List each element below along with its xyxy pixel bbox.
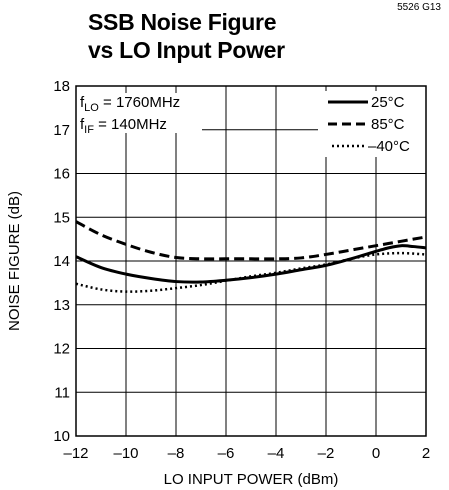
legend-label-minus40c: –40°C <box>368 138 410 155</box>
y-tick-label: 10 <box>53 428 70 445</box>
x-tick-label: 2 <box>422 445 430 462</box>
series-layer <box>75 220 427 293</box>
y-tick-label: 15 <box>53 209 70 226</box>
annotation-flo-base: f <box>80 94 85 111</box>
series-line-25c <box>75 244 427 284</box>
annotation-fif: fIF = 140MHz <box>80 116 167 136</box>
y-tick-label: 18 <box>53 78 70 95</box>
annotation-fif-value: = 140MHz <box>94 116 167 133</box>
y-tick-label: 11 <box>54 384 70 401</box>
y-tick-label: 13 <box>53 297 70 314</box>
y-tick-label: 17 <box>53 122 70 139</box>
y-axis-label: NOISE FIGURE (dB) <box>6 191 23 331</box>
series-line-minus40c <box>75 251 427 293</box>
chart-title-line-1: SSB Noise Figure <box>88 9 277 35</box>
plot-frame <box>75 85 427 437</box>
annotation-fif-sub: IF <box>84 124 94 136</box>
legend-label-85c: 85°C <box>371 116 405 133</box>
x-tick-label: –12 <box>63 445 88 462</box>
x-tick-label: –6 <box>218 445 235 462</box>
tick-labels: –12 –10 –8 –6 –4 –2 0 2 10 11 12 13 14 15 16 17 18 <box>53 78 430 462</box>
y-tick-label: 12 <box>53 341 70 358</box>
annotation-background <box>76 93 202 133</box>
x-tick-label: –10 <box>113 445 138 462</box>
x-tick-label: –4 <box>268 445 285 462</box>
annotation-flo: fLO = 1760MHz <box>80 94 180 114</box>
annotation-fif-base: f <box>80 116 85 133</box>
y-tick-label: 14 <box>53 253 70 270</box>
chart-title: SSB Noise Figure vs LO Input Power <box>88 8 285 64</box>
x-axis-label: LO INPUT POWER (dBm) <box>164 471 339 488</box>
y-tick-label: 16 <box>53 166 70 183</box>
figure-id: 5526 G13 <box>397 2 441 13</box>
annotation-flo-sub: LO <box>84 102 99 114</box>
legend-label-25c: 25°C <box>371 94 405 111</box>
chart-title-line-2: vs LO Input Power <box>88 37 285 63</box>
x-tick-label: 0 <box>372 445 380 462</box>
series-line-85c <box>75 220 427 261</box>
x-tick-label: –2 <box>318 445 335 462</box>
x-tick-label: –8 <box>168 445 185 462</box>
annotation-flo-value: = 1760MHz <box>99 94 180 111</box>
